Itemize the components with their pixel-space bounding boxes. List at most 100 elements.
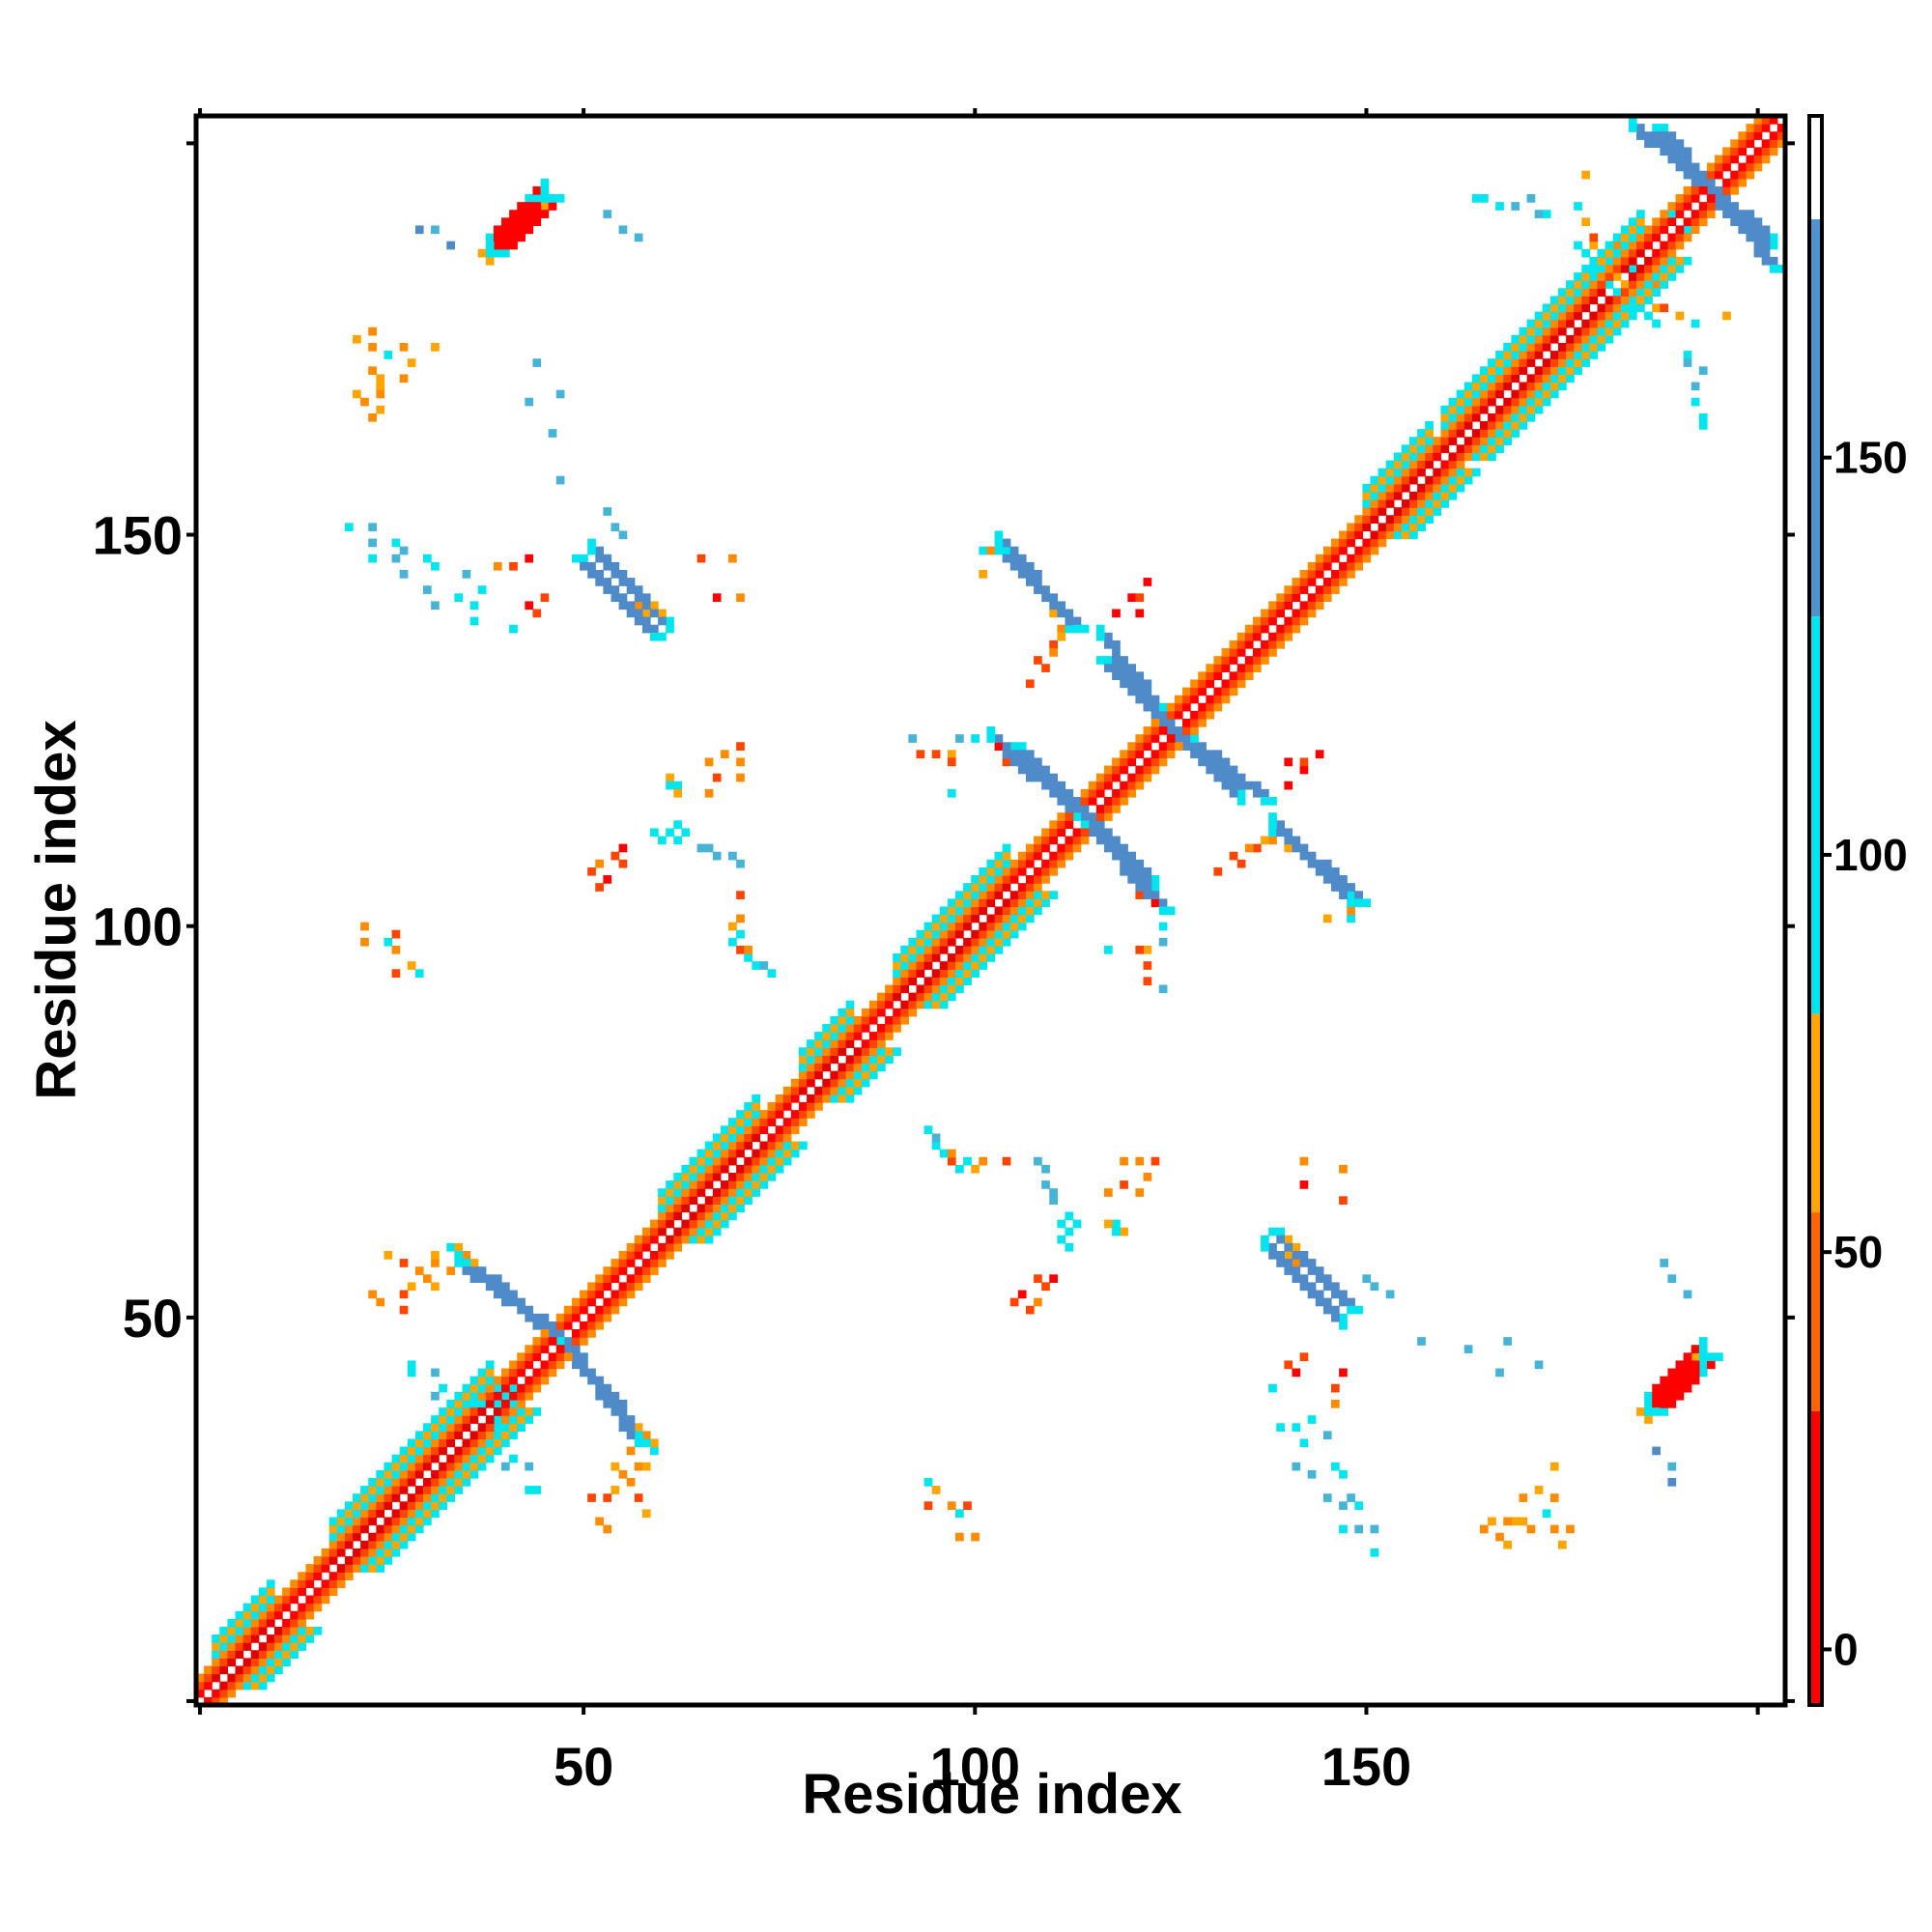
- diagonal-cell: [979, 875, 988, 884]
- diagonal-cell: [517, 1415, 526, 1424]
- strand-cell: [1261, 797, 1269, 806]
- diagonal-cell: [258, 1603, 268, 1612]
- strand-cell: [1292, 1251, 1301, 1260]
- diagonal-cell: [1190, 695, 1199, 704]
- diagonal-cell: [212, 1689, 220, 1698]
- diagonal-cell: [782, 1149, 792, 1158]
- diagonal-cell: [1252, 616, 1262, 626]
- colorbar-tick-label: 50: [1833, 1227, 1883, 1277]
- diagonal-cell: [1519, 366, 1528, 376]
- diagonal-cell: [227, 1650, 237, 1659]
- diagonal-cell: [1002, 914, 1011, 923]
- diagonal-cell: [955, 969, 964, 978]
- contact-cell: [595, 859, 604, 868]
- diagonal-cell: [227, 1626, 237, 1635]
- diagonal-cell: [1519, 351, 1528, 359]
- diagonal-cell: [752, 1118, 761, 1126]
- diagonal-cell: [1440, 460, 1450, 469]
- contact-cell: [414, 969, 424, 978]
- diagonal-cell: [1244, 664, 1254, 672]
- diagonal-cell: [626, 1274, 636, 1284]
- diagonal-cell: [1597, 327, 1606, 336]
- diagonal-cell: [1440, 421, 1450, 430]
- diagonal-cell: [704, 1156, 714, 1166]
- diagonal-cell: [650, 1219, 659, 1229]
- diagonal-cell: [1025, 859, 1035, 868]
- diagonal-cell: [258, 1681, 268, 1690]
- diagonal-cell: [548, 1337, 557, 1346]
- diagonal-cell: [1440, 483, 1450, 493]
- strand-cell: [493, 233, 502, 242]
- contact-cell: [916, 750, 925, 759]
- contact-cell: [509, 561, 518, 571]
- diagonal-cell: [1730, 155, 1739, 164]
- diagonal-cell: [1558, 327, 1567, 336]
- diagonal-cell: [1636, 280, 1645, 289]
- strand-cell: [493, 1290, 502, 1299]
- diagonal-cell: [1479, 421, 1489, 430]
- diagonal-cell: [1511, 429, 1520, 438]
- diagonal-cell: [681, 1172, 691, 1181]
- diagonal-cell: [955, 929, 964, 939]
- diagonal-cell: [838, 1039, 847, 1048]
- diagonal-cell: [893, 1008, 901, 1017]
- diagonal-cell: [908, 1000, 918, 1009]
- diagonal-cell: [298, 1603, 307, 1612]
- diagonal-cell: [501, 1423, 510, 1432]
- diagonal-cell: [1558, 319, 1567, 328]
- diagonal-cell: [532, 1376, 542, 1385]
- strand-cell: [1299, 843, 1309, 853]
- diagonal-cell: [1378, 475, 1387, 485]
- contact-cell: [454, 593, 464, 603]
- contact-cell: [525, 194, 534, 203]
- diagonal-cell: [1730, 139, 1739, 149]
- contact-cell: [1620, 280, 1630, 289]
- strand-cell: [1065, 616, 1074, 626]
- strand-cell: [1660, 1376, 1669, 1385]
- strand-cell: [603, 1383, 612, 1393]
- contact-cell: [1683, 358, 1692, 367]
- contact-cell: [360, 397, 369, 407]
- diagonal-cell: [908, 961, 918, 970]
- diagonal-cell: [571, 1337, 581, 1346]
- diagonal-cell: [634, 1235, 643, 1244]
- diagonal-cell: [728, 1125, 737, 1135]
- diagonal-cell: [986, 883, 996, 892]
- diagonal-cell: [1002, 843, 1011, 853]
- diagonal-cell: [548, 1360, 557, 1370]
- contact-cell: [931, 1133, 941, 1143]
- diagonal-cell: [235, 1634, 244, 1643]
- contact-cell: [641, 1462, 651, 1471]
- diagonal-cell: [971, 914, 980, 923]
- diagonal-cell: [1488, 366, 1496, 376]
- contact-cell: [360, 937, 369, 947]
- diagonal-cell: [1581, 272, 1591, 281]
- diagonal-cell: [219, 1658, 229, 1667]
- diagonal-cell: [1479, 452, 1489, 462]
- diagonal-cell: [775, 1102, 784, 1111]
- strand-cell: [1190, 750, 1199, 759]
- diagonal-cell: [1471, 405, 1481, 414]
- diagonal-cell: [431, 1438, 440, 1448]
- diagonal-cell: [1401, 468, 1410, 477]
- diagonal-cell: [1252, 656, 1262, 665]
- contact-cell: [1479, 194, 1489, 203]
- contact-cell: [1479, 1524, 1489, 1534]
- diagonal-cell: [563, 1352, 573, 1362]
- diagonal-cell: [525, 1345, 534, 1353]
- diagonal-cell: [431, 1415, 440, 1424]
- strand-cell: [1065, 805, 1074, 813]
- diagonal-cell: [767, 1141, 777, 1151]
- diagonal-cell: [1425, 429, 1434, 438]
- diagonal-cell: [1761, 124, 1771, 132]
- strand-cell: [493, 248, 502, 258]
- diagonal-cell: [1385, 468, 1395, 477]
- diagonal-cell: [1236, 679, 1246, 689]
- diagonal-cell: [728, 1156, 737, 1166]
- contact-cell: [1519, 1493, 1528, 1502]
- diagonal-cell: [971, 906, 980, 916]
- strand-cell: [1112, 836, 1121, 845]
- strand-cell: [1041, 781, 1050, 790]
- diagonal-cell: [916, 945, 925, 954]
- diagonal-cell: [344, 1556, 354, 1565]
